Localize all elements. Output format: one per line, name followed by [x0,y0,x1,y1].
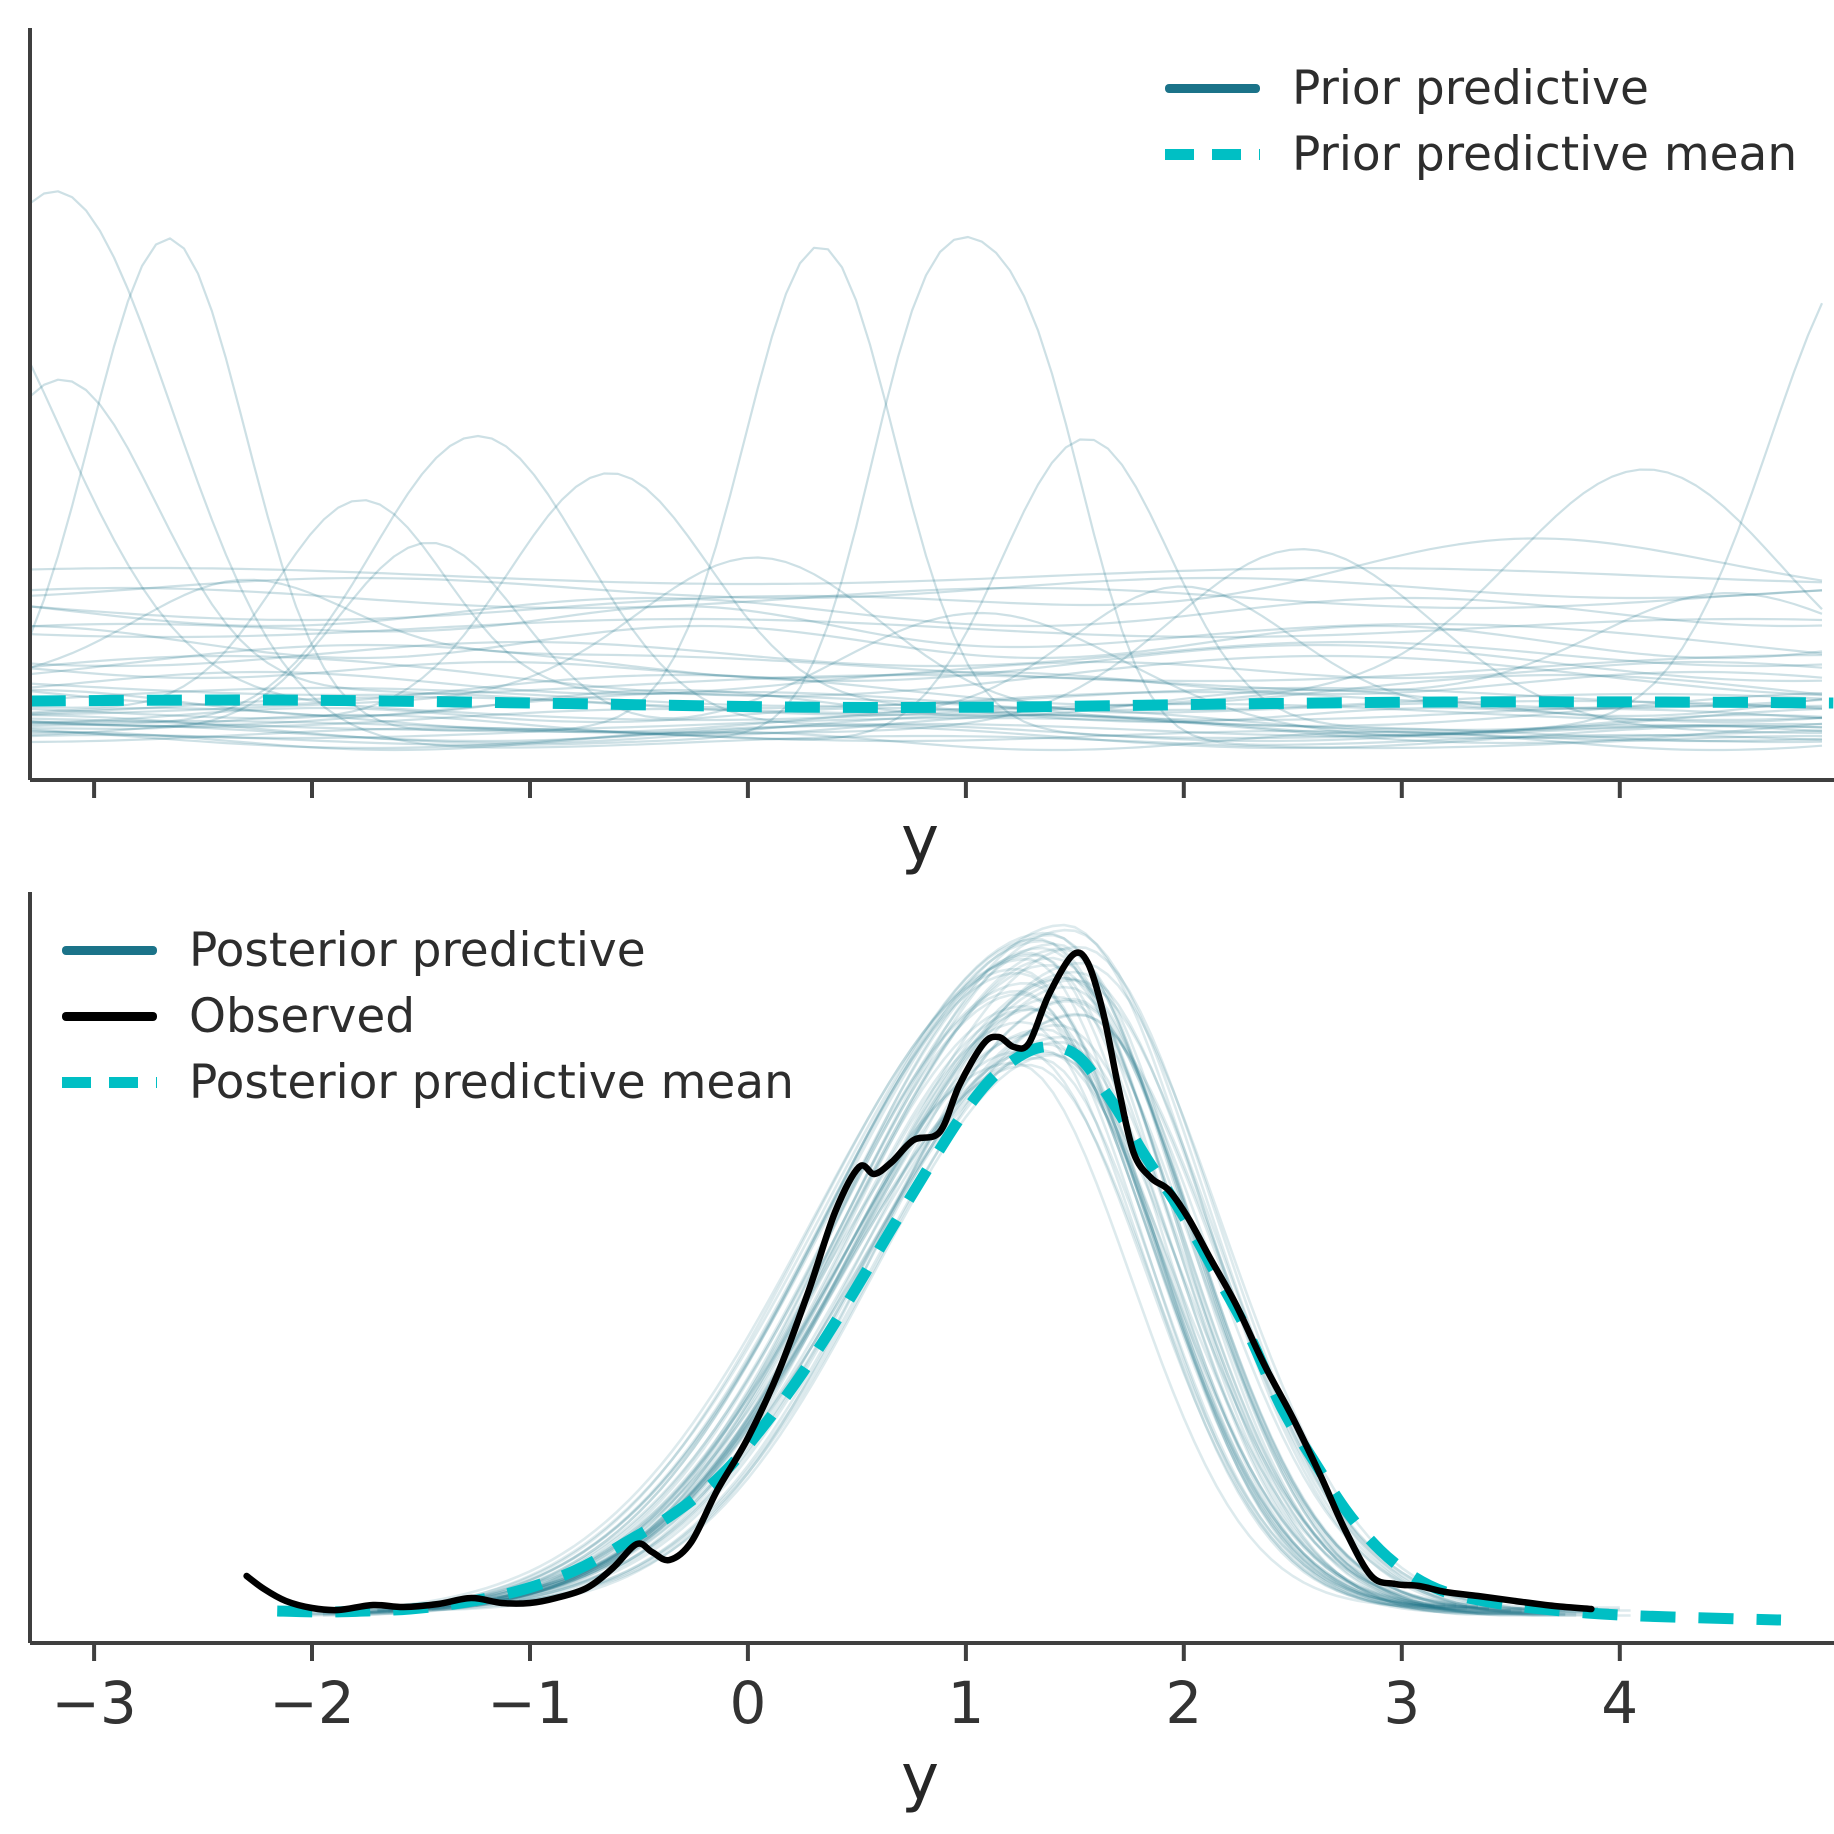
curve [29,640,1823,668]
solid-line-swatch [62,1011,157,1021]
curve [366,971,1511,1612]
x-tick-label: −1 [487,1669,573,1737]
legend-item: Prior predictive mean [1165,121,1797,187]
curve [29,586,1823,610]
curve [312,956,1544,1615]
legend-label: Prior predictive [1292,60,1649,116]
solid-line-swatch [1165,83,1260,93]
curve [290,938,1566,1616]
legend-prior: Prior predictive Prior predictive mean [1165,55,1797,187]
x-tick-label: 1 [947,1669,985,1737]
curve [29,670,1823,696]
curve [29,713,1823,737]
curve [399,958,1522,1613]
curve [366,968,1522,1613]
curve [29,605,1823,655]
curve [29,566,1823,586]
curve [29,578,1823,683]
curve [29,596,1823,628]
legend-item: Observed [62,983,794,1049]
curve [29,537,1823,622]
curve [29,724,1823,750]
curve [28,237,1823,743]
curve [29,654,1823,698]
legend-label: Posterior predictive [189,922,646,978]
curve [29,660,1823,680]
curve [333,947,1588,1614]
curve [243,949,1595,1614]
curve [29,617,1823,639]
curve [344,951,1544,1614]
solid-line-swatch [62,945,157,955]
legend-item: Posterior predictive [62,917,794,983]
curve [486,1042,1479,1608]
curve [29,730,1823,752]
curve [333,1000,1598,1610]
bottom-xaxis-label: y [901,1741,939,1815]
curve [431,1061,1435,1607]
legend-label: Posterior predictive mean [189,1054,794,1110]
curve [29,235,1823,747]
curve [518,1032,1500,1608]
x-tick-label: 0 [729,1669,767,1737]
x-tick-label: −2 [269,1669,355,1737]
curve [507,1007,1446,1608]
curve [29,542,1823,739]
legend-item: Prior predictive [1165,55,1797,121]
curve [29,190,1822,750]
curve [311,931,1577,1617]
curve [29,643,1823,683]
curve [344,933,1566,1616]
curve [388,976,1609,1613]
curve [29,434,1823,738]
curve [29,576,1823,600]
x-tick-label: 4 [1601,1669,1639,1737]
x-tick-label: 2 [1165,1669,1203,1737]
curve [475,1023,1500,1609]
curve [355,946,1555,1615]
x-tick-label: 3 [1383,1669,1421,1737]
curve [420,989,1522,1610]
curve [290,939,1577,1615]
curve [388,995,1533,1611]
curve [29,713,1823,745]
curve [442,1007,1489,1610]
curve [28,28,1834,798]
legend-label: Prior predictive mean [1292,126,1798,182]
curve [420,992,1489,1611]
top-xaxis-label: y [901,803,939,877]
curve [29,548,1822,735]
legend-item: Posterior predictive mean [62,1049,794,1115]
curve [355,970,1609,1613]
curve [29,246,1823,740]
curve [29,438,1823,744]
curve [29,690,1823,728]
curve [344,945,1598,1616]
dashed-line-swatch [62,1076,157,1088]
dashed-line-swatch [1165,148,1260,160]
curve [540,1048,1468,1607]
curve [508,1041,1489,1609]
x-tick-label: −3 [51,1669,137,1737]
curve [29,302,1824,732]
curve [301,953,1533,1614]
curve [29,723,1823,743]
curve [30,694,1834,713]
curve [410,985,1588,1611]
curve [28,892,1834,1661]
curve [29,688,1823,718]
legend-label: Observed [189,988,416,1044]
curve [29,624,1823,660]
curve [277,1041,1782,1626]
legend-posterior: Posterior predictive Observed Posterior pr… [62,917,794,1115]
curve [464,997,1598,1610]
